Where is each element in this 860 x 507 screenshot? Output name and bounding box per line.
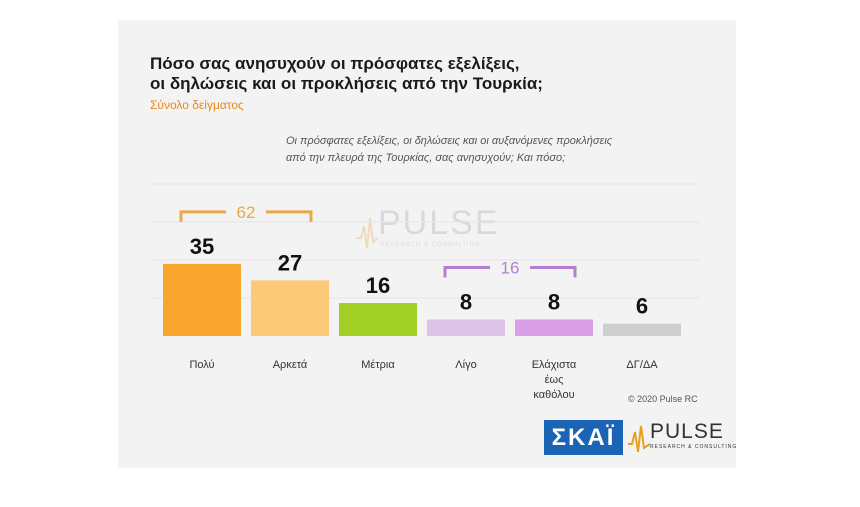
category-label: Λίγο [455, 359, 476, 371]
bar-value-label: 27 [278, 250, 302, 275]
bar [339, 303, 417, 336]
survey-question: Οι πρόσφατες εξελίξεις, οι δηλώσεις και … [286, 133, 706, 167]
pulse-watermark: PULSE RESEARCH & CONSULTING [356, 204, 506, 264]
question-line-2: από την πλευρά της Τουρκίας, σας ανησυχο… [286, 152, 566, 164]
chart-subtitle: Σύνολο δείγματος [150, 98, 244, 112]
category-label: Ελάχιστα [532, 359, 577, 371]
category-label: Μέτρια [361, 359, 395, 371]
chart-panel [118, 20, 736, 468]
bar-value-label: 16 [366, 273, 390, 298]
bar [163, 263, 241, 336]
group-bracket [266, 210, 313, 222]
watermark-word: PULSE [378, 204, 500, 242]
watermark-tagline: RESEARCH & CONSULTING [380, 242, 481, 248]
bar [603, 323, 681, 336]
bar [251, 280, 329, 336]
group-total-label: 62 [237, 203, 256, 222]
pulse-logo-wave-icon [628, 425, 650, 453]
copyright-text: © 2020 Pulse RC [628, 394, 698, 404]
group-total-label: 16 [501, 259, 520, 278]
bar-value-label: 35 [190, 234, 214, 259]
pulse-logo: PULSE RESEARCH & CONSULTING [628, 418, 736, 458]
pulse-logo-tagline: RESEARCH & CONSULTING [650, 444, 738, 450]
category-label: έως [545, 374, 564, 386]
title-line-2: οι δηλώσεις και οι προκλήσεις από την Το… [150, 74, 543, 93]
group-bracket [179, 210, 226, 222]
bar-value-label: 6 [636, 294, 648, 319]
group-bracket [443, 266, 490, 278]
bar [515, 319, 593, 336]
category-label: Αρκετά [273, 359, 308, 371]
bar [427, 319, 505, 336]
bar-value-label: 8 [548, 290, 560, 315]
chart-title: Πόσο σας ανησυχούν οι πρόσφατες εξελίξει… [150, 54, 670, 94]
question-line-1: Οι πρόσφατες εξελίξεις, οι δηλώσεις και … [286, 135, 613, 147]
bar-value-label: 8 [460, 290, 472, 315]
category-label: καθόλου [533, 389, 574, 401]
skai-logo: ΣΚΑΪ [544, 420, 623, 455]
category-label: ΔΓ/ΔΑ [626, 359, 658, 371]
group-bracket [530, 266, 577, 278]
title-line-1: Πόσο σας ανησυχούν οι πρόσφατες εξελίξει… [150, 54, 520, 73]
category-label: Πολύ [189, 359, 214, 371]
pulse-wave-icon [356, 217, 378, 249]
pulse-logo-word: PULSE [650, 420, 724, 443]
